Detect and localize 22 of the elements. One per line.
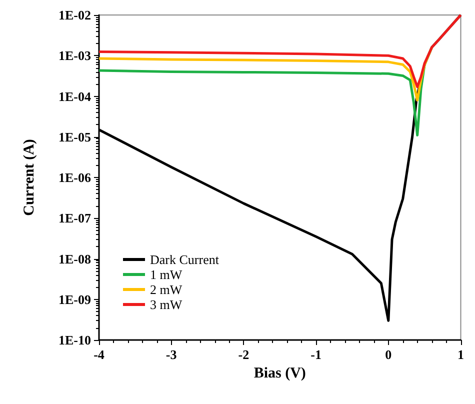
legend-label: 2 mW <box>150 282 183 297</box>
x-tick-label: -4 <box>94 347 105 362</box>
legend-label: 3 mW <box>150 297 183 312</box>
y-tick-label: 1E-05 <box>58 129 92 144</box>
y-tick-label: 1E-02 <box>58 8 91 22</box>
x-axis-title: Bias (V) <box>254 366 306 382</box>
y-axis-title: Current (A) <box>22 139 38 216</box>
y-tick-label: 1E-07 <box>58 210 92 226</box>
y-tick-label: 1E-04 <box>58 88 92 104</box>
x-tick-label: -2 <box>238 347 250 362</box>
y-tick-label: 1E-09 <box>58 292 92 307</box>
legend-label: 1 mW <box>150 267 183 282</box>
x-tick-label: -1 <box>310 347 322 362</box>
y-tick-label: 1E-08 <box>58 251 92 266</box>
y-tick-label: 1E-10 <box>58 332 91 348</box>
x-tick-label: 1 <box>458 347 464 362</box>
x-tick-label: -3 <box>166 347 178 362</box>
line-series <box>98 14 462 88</box>
x-tick-label: 0 <box>385 347 392 362</box>
legend-label: Dark Current <box>150 252 220 267</box>
y-tick-label: 1E-03 <box>58 48 92 64</box>
y-tick-label: 1E-06 <box>58 170 92 185</box>
